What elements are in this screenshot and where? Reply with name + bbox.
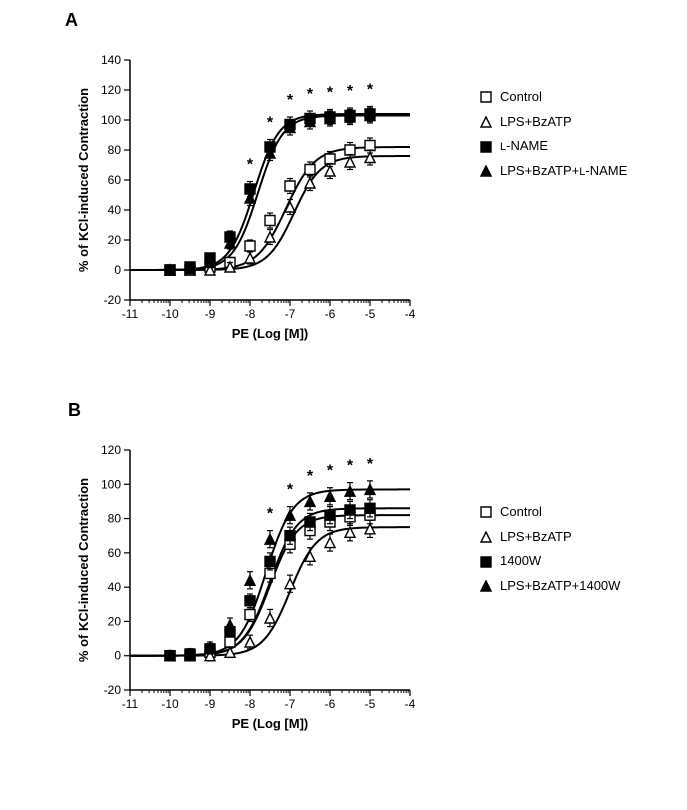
legend-marker-square-filled-icon <box>480 141 492 153</box>
svg-text:0: 0 <box>114 263 121 277</box>
svg-text:60: 60 <box>108 546 122 560</box>
legend-item: Control <box>480 85 627 110</box>
panel-b-legend: ControlLPS+BzATP1400WLPS+BzATP+1400W <box>480 500 620 599</box>
svg-text:*: * <box>287 92 294 109</box>
svg-text:-20: -20 <box>104 293 122 307</box>
svg-text:120: 120 <box>101 83 121 97</box>
svg-text:-11: -11 <box>122 697 139 711</box>
legend-label: Control <box>500 500 542 525</box>
svg-text:PE (Log [M]): PE (Log [M]) <box>232 326 309 341</box>
svg-text:-7: -7 <box>285 307 296 321</box>
legend-item: LPS+BzATP <box>480 525 620 550</box>
svg-text:*: * <box>367 82 374 99</box>
svg-text:120: 120 <box>101 443 121 457</box>
svg-text:-6: -6 <box>325 307 336 321</box>
svg-text:-9: -9 <box>205 697 216 711</box>
svg-text:100: 100 <box>101 477 121 491</box>
svg-text:*: * <box>347 458 354 475</box>
svg-text:% of KCl-induced Contraction: % of KCl-induced Contraction <box>76 478 91 662</box>
legend-label: L-NAME <box>500 134 548 159</box>
svg-text:-11: -11 <box>122 307 139 321</box>
svg-text:-5: -5 <box>365 307 376 321</box>
svg-text:-10: -10 <box>161 307 179 321</box>
svg-text:-8: -8 <box>245 697 256 711</box>
legend-marker-square-open-icon <box>480 506 492 518</box>
legend-marker-square-filled-icon <box>480 556 492 568</box>
svg-text:140: 140 <box>101 53 121 67</box>
svg-text:-4: -4 <box>405 697 416 711</box>
svg-text:*: * <box>367 456 374 473</box>
svg-text:0: 0 <box>114 649 121 663</box>
svg-text:*: * <box>267 506 274 523</box>
legend-marker-triangle-open-icon <box>480 116 492 128</box>
legend-item: L-NAME <box>480 134 627 159</box>
svg-text:60: 60 <box>108 173 122 187</box>
page: { "panelA": { "label": "A", "label_pos":… <box>0 0 687 810</box>
legend-marker-triangle-filled-icon <box>480 165 492 177</box>
svg-text:-10: -10 <box>161 697 179 711</box>
legend-label: LPS+BzATP+1400W <box>500 574 620 599</box>
svg-text:*: * <box>267 115 274 132</box>
svg-text:-5: -5 <box>365 697 376 711</box>
panel-b-chart: -20 0 20 40 60 80 100 120 -11 -10 -9 -8 -7 -6 -5 -4 PE (… <box>70 430 450 740</box>
legend-item: LPS+BzATP+L-NAME <box>480 159 627 184</box>
panel-a-label: A <box>65 10 78 31</box>
legend-label: LPS+BzATP <box>500 110 572 135</box>
svg-text:20: 20 <box>108 233 122 247</box>
svg-text:PE (Log [M]): PE (Log [M]) <box>232 716 309 731</box>
svg-text:*: * <box>287 482 294 499</box>
svg-text:100: 100 <box>101 113 121 127</box>
svg-text:-4: -4 <box>405 307 416 321</box>
svg-text:80: 80 <box>108 512 122 526</box>
svg-text:-20: -20 <box>104 683 122 697</box>
svg-text:-9: -9 <box>205 307 216 321</box>
svg-text:40: 40 <box>108 203 122 217</box>
legend-item: LPS+BzATP+1400W <box>480 574 620 599</box>
svg-text:*: * <box>347 83 354 100</box>
legend-item: 1400W <box>480 549 620 574</box>
svg-text:*: * <box>307 86 314 103</box>
svg-text:*: * <box>327 85 334 102</box>
svg-text:-7: -7 <box>285 697 296 711</box>
legend-label: LPS+BzATP <box>500 525 572 550</box>
svg-text:20: 20 <box>108 614 122 628</box>
svg-text:*: * <box>327 463 334 480</box>
svg-text:-8: -8 <box>245 307 256 321</box>
legend-marker-triangle-filled-icon <box>480 580 492 592</box>
svg-text:40: 40 <box>108 580 122 594</box>
panel-b-label: B <box>68 400 81 421</box>
legend-item: Control <box>480 500 620 525</box>
svg-text:-6: -6 <box>325 697 336 711</box>
svg-text:% of KCl-induced Contraction: % of KCl-induced Contraction <box>76 88 91 272</box>
legend-marker-square-open-icon <box>480 91 492 103</box>
panel-a-chart: -20 0 20 40 60 80 100 120 140 -11 -10 -9 -8 -7 -6 -5 -4 P… <box>70 40 450 350</box>
legend-label: LPS+BzATP+L-NAME <box>500 159 627 184</box>
legend-marker-triangle-open-icon <box>480 531 492 543</box>
svg-text:*: * <box>307 468 314 485</box>
legend-label: Control <box>500 85 542 110</box>
legend-item: LPS+BzATP <box>480 110 627 135</box>
svg-text:*: * <box>247 157 254 174</box>
panel-a-legend: ControlLPS+BzATPL-NAMELPS+BzATP+L-NAME <box>480 85 627 184</box>
legend-label: 1400W <box>500 549 541 574</box>
svg-text:80: 80 <box>108 143 122 157</box>
